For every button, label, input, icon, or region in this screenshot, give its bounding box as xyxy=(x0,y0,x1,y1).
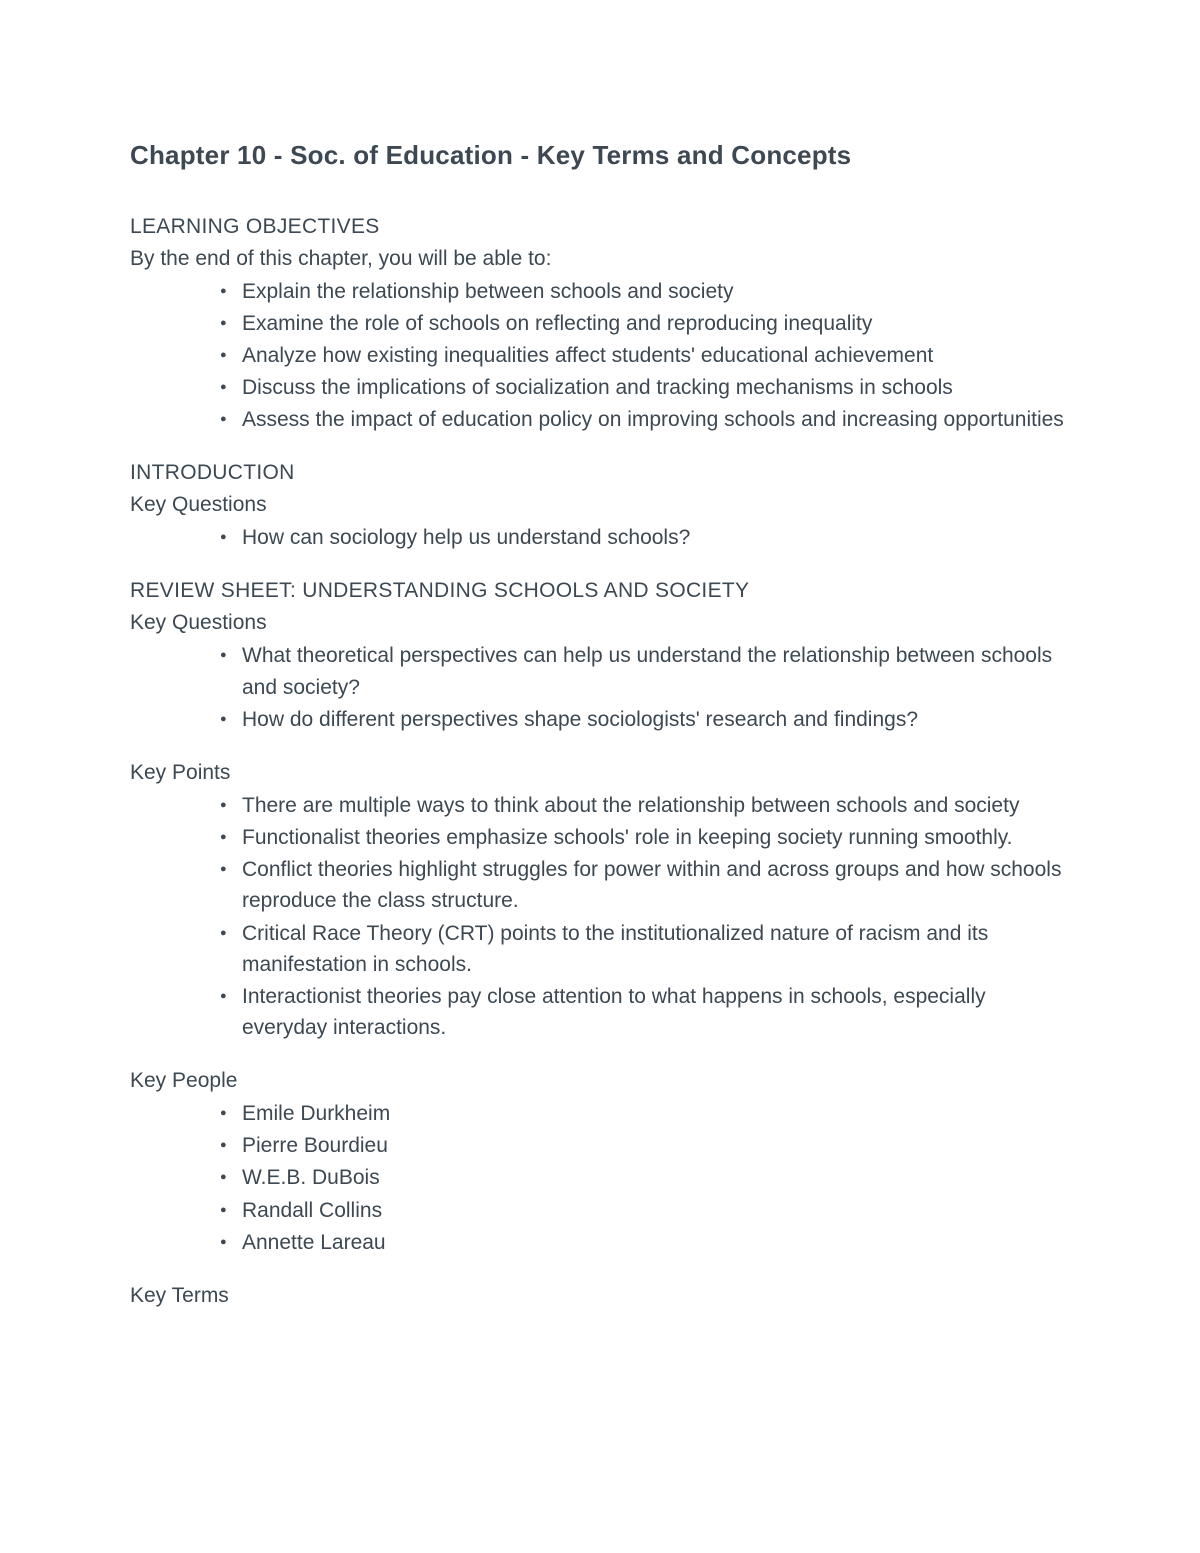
list-item: Examine the role of schools on reflectin… xyxy=(220,308,1070,339)
section-heading-introduction: INTRODUCTION xyxy=(130,457,1070,489)
list-item: Interactionist theories pay close attent… xyxy=(220,981,1070,1043)
subheading-key-questions: Key Questions xyxy=(130,489,1070,521)
list-item: Pierre Bourdieu xyxy=(220,1130,1070,1161)
list-item: Assess the impact of education policy on… xyxy=(220,404,1070,435)
review-questions-list: What theoretical perspectives can help u… xyxy=(130,640,1070,734)
list-item: What theoretical perspectives can help u… xyxy=(220,640,1070,702)
list-item: Emile Durkheim xyxy=(220,1098,1070,1129)
section-heading-review: REVIEW SHEET: UNDERSTANDING SCHOOLS AND … xyxy=(130,575,1070,607)
document-page: Chapter 10 - Soc. of Education - Key Ter… xyxy=(0,0,1200,1391)
objectives-list: Explain the relationship between schools… xyxy=(130,276,1070,435)
learning-objectives-section: LEARNING OBJECTIVES By the end of this c… xyxy=(130,211,1070,435)
subheading-key-terms: Key Terms xyxy=(130,1280,1070,1312)
review-people-list: Emile Durkheim Pierre Bourdieu W.E.B. Du… xyxy=(130,1098,1070,1257)
page-title: Chapter 10 - Soc. of Education - Key Ter… xyxy=(130,140,1070,171)
list-item: Functionalist theories emphasize schools… xyxy=(220,822,1070,853)
list-item: How can sociology help us understand sch… xyxy=(220,522,1070,553)
list-item: Annette Lareau xyxy=(220,1227,1070,1258)
list-item: Randall Collins xyxy=(220,1195,1070,1226)
subheading-key-people: Key People xyxy=(130,1065,1070,1097)
section-heading-objectives: LEARNING OBJECTIVES xyxy=(130,211,1070,243)
objectives-intro: By the end of this chapter, you will be … xyxy=(130,243,1070,275)
review-points-list: There are multiple ways to think about t… xyxy=(130,790,1070,1043)
list-item: Discuss the implications of socializatio… xyxy=(220,372,1070,403)
list-item: Critical Race Theory (CRT) points to the… xyxy=(220,918,1070,980)
list-item: How do different perspectives shape soci… xyxy=(220,704,1070,735)
list-item: Explain the relationship between schools… xyxy=(220,276,1070,307)
list-item: Analyze how existing inequalities affect… xyxy=(220,340,1070,371)
list-item: W.E.B. DuBois xyxy=(220,1162,1070,1193)
introduction-questions-list: How can sociology help us understand sch… xyxy=(130,522,1070,553)
list-item: There are multiple ways to think about t… xyxy=(220,790,1070,821)
list-item: Conflict theories highlight struggles fo… xyxy=(220,854,1070,916)
review-section: REVIEW SHEET: UNDERSTANDING SCHOOLS AND … xyxy=(130,575,1070,1311)
subheading-key-points: Key Points xyxy=(130,757,1070,789)
subheading-key-questions: Key Questions xyxy=(130,607,1070,639)
introduction-section: INTRODUCTION Key Questions How can socio… xyxy=(130,457,1070,553)
